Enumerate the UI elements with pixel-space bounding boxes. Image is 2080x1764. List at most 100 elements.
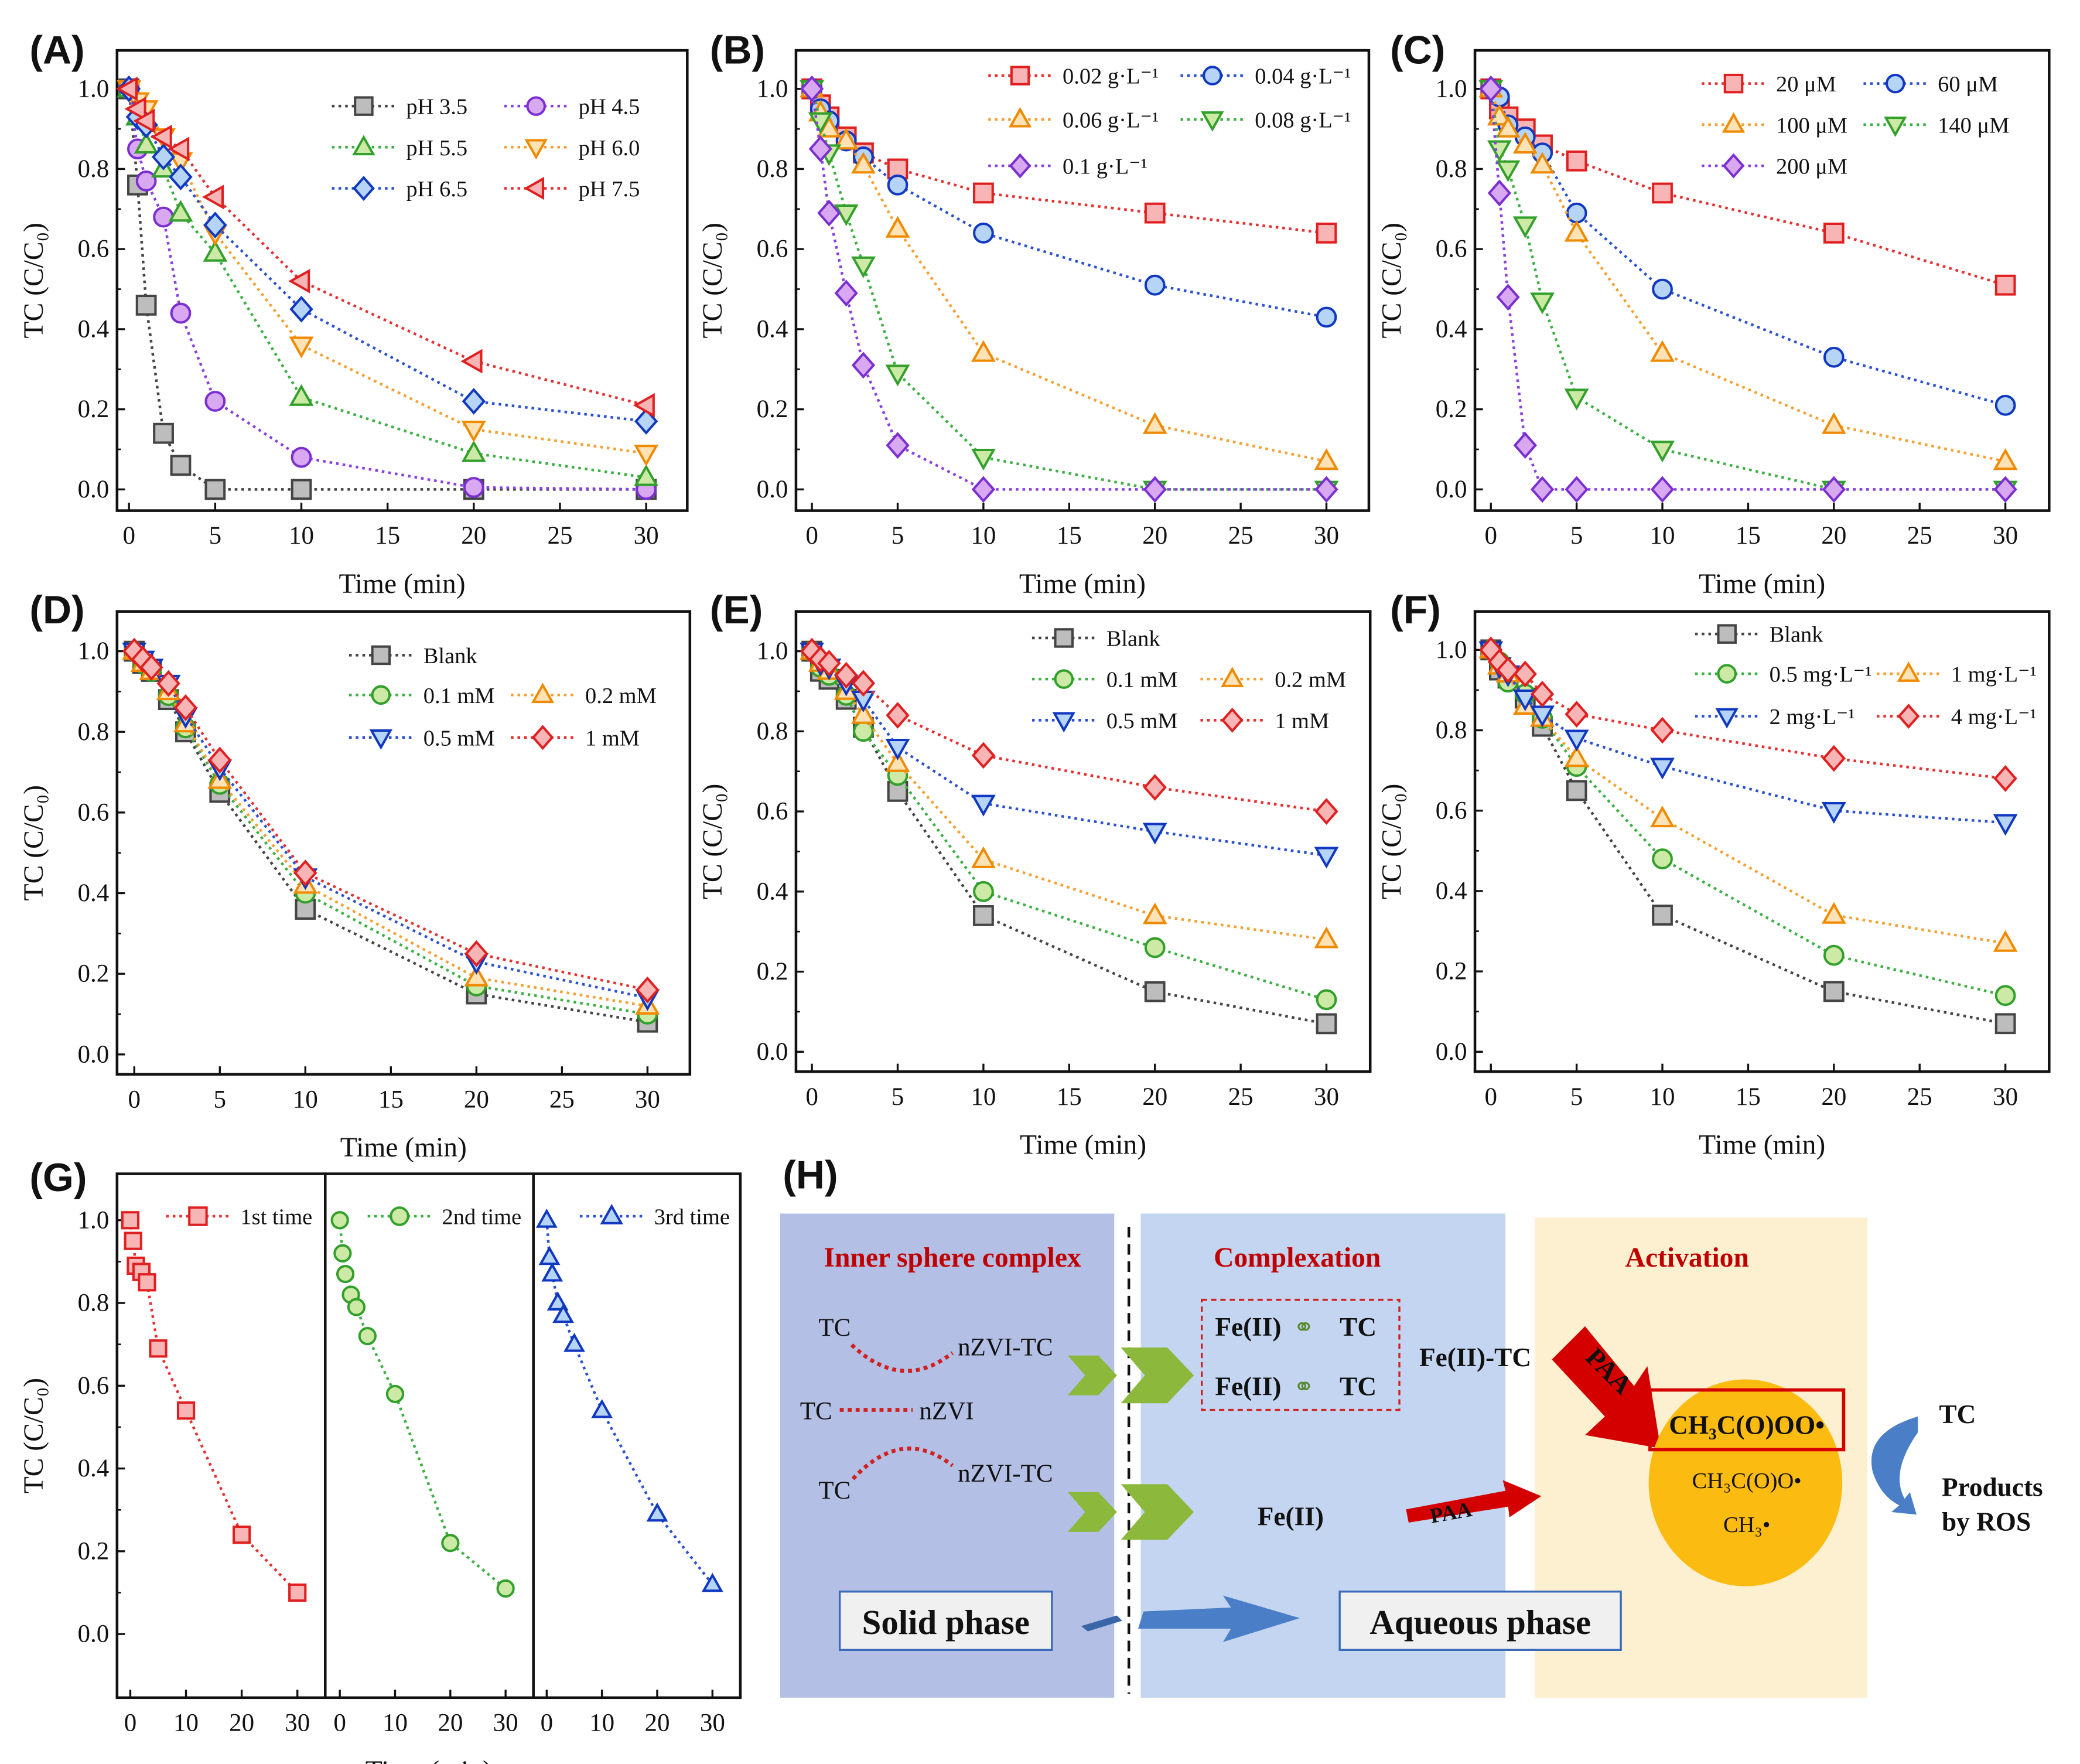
solid-phase-label: Solid phase <box>862 1603 1030 1642</box>
legend-marker <box>188 1206 208 1226</box>
data-point <box>333 1244 352 1263</box>
tc-target-label: TC <box>1939 1400 1976 1429</box>
legend-item: pH 6.5 <box>332 175 467 202</box>
data-point <box>1316 306 1337 328</box>
legend-item: 100 μM <box>1702 112 1847 138</box>
y-tick-label: 0.4 <box>1436 315 1467 343</box>
legend-item: 0.5 mM <box>1032 709 1178 733</box>
panel-label: (B) <box>710 29 765 73</box>
data-point <box>591 1398 613 1418</box>
data-point <box>817 199 841 227</box>
data-point <box>971 448 996 471</box>
x-tick-label: 25 <box>549 1086 575 1113</box>
y-tick-label: 0.2 <box>1436 958 1467 985</box>
series-ph-6-5 <box>117 75 658 435</box>
charts: (A) 0.0 0.2 0.4 0.6 0.8 1.0 TC (C/C₀) 0 5 10 15 20 25… <box>19 29 2051 1764</box>
data-point <box>1566 150 1587 172</box>
legend-item: 60 μM <box>1863 72 1998 97</box>
legend-label: pH 6.5 <box>406 177 467 202</box>
series-line <box>545 1220 714 1585</box>
legend-label: 0.2 mM <box>1275 668 1346 692</box>
legend-item: 1st time <box>166 1205 312 1230</box>
panel-label-h: (H) <box>783 1153 838 1197</box>
series-140-m <box>1478 80 2018 503</box>
legend-marker <box>1884 116 1907 137</box>
y-tick-label: 0.0 <box>77 476 109 503</box>
data-point <box>149 1339 168 1358</box>
series-60-m <box>1480 78 2016 416</box>
legend-marker <box>1010 66 1030 86</box>
data-point <box>1652 182 1673 204</box>
data-point <box>851 256 876 278</box>
y-axis-label: TC (C/C₀) <box>1377 784 1407 899</box>
legend-marker <box>1201 111 1224 132</box>
data-point <box>800 75 824 103</box>
data-point <box>633 393 655 418</box>
x-tick-label: 20 <box>461 522 486 550</box>
legend-label: 4 mg·L⁻¹ <box>1951 705 2037 729</box>
data-point <box>1530 680 1555 708</box>
series-line <box>1490 88 2006 407</box>
legend-label: 3rd time <box>654 1205 730 1230</box>
data-point <box>1821 412 1846 434</box>
data-point <box>1314 847 1339 869</box>
x-tick-label: 0 <box>805 1083 818 1111</box>
series-line <box>810 88 1327 491</box>
x-tick-label: 15 <box>378 1086 404 1113</box>
data-point <box>1564 220 1589 242</box>
data-point <box>289 295 313 323</box>
data-point <box>233 1525 251 1544</box>
data-point <box>1565 701 1589 728</box>
series-2-mg-l- <box>1478 641 2018 836</box>
data-point <box>973 222 994 244</box>
legend-label: Blank <box>1770 623 1824 647</box>
data-point <box>1566 780 1587 801</box>
x-tick-label: 20 <box>1821 1083 1846 1111</box>
data-point <box>971 742 996 769</box>
legend-item: 0.04 g·L⁻¹ <box>1180 64 1351 89</box>
transfer-arrow-tail <box>1081 1615 1122 1632</box>
x-tick-label: 10 <box>289 522 314 550</box>
x-tick-label: 25 <box>1228 522 1254 550</box>
legend-marker <box>1221 707 1244 733</box>
data-point <box>288 1583 307 1602</box>
data-point <box>1143 774 1167 801</box>
legend-label: pH 5.5 <box>406 136 467 161</box>
y-tick-label: 0.0 <box>757 1038 788 1066</box>
data-point <box>461 421 486 443</box>
x-axis-label: Time (min) <box>366 1756 492 1764</box>
data-point <box>1821 902 1846 924</box>
data-point <box>464 964 489 987</box>
data-point <box>1564 388 1589 411</box>
data-point <box>135 294 157 316</box>
series-0-1-mm <box>801 640 1337 1011</box>
y-tick-label: 1.0 <box>1436 636 1467 664</box>
y-tick-label: 0.8 <box>77 718 109 746</box>
ros-methyl-radical: CH₃• <box>1723 1513 1770 1537</box>
tc-label: TC <box>1340 1312 1377 1342</box>
data-point <box>203 211 227 239</box>
data-point <box>1993 476 2017 503</box>
data-point <box>1650 758 1675 780</box>
data-point <box>1650 441 1675 463</box>
x-tick-label: 30 <box>493 1709 518 1736</box>
series-line <box>1490 649 2006 997</box>
legend-marker <box>600 1203 623 1224</box>
data-point <box>169 163 193 190</box>
x-tick-label: 30 <box>1993 1083 2018 1111</box>
legend-marker <box>1897 661 1921 682</box>
data-point <box>1652 848 1673 869</box>
data-point <box>1821 801 1846 824</box>
data-point <box>1495 160 1521 182</box>
legend-item: 2 mg·L⁻¹ <box>1695 705 1855 729</box>
legend-marker <box>1054 628 1074 648</box>
x-tick-label: 25 <box>1228 1083 1254 1111</box>
x-tick-label: 15 <box>1057 1083 1082 1111</box>
data-point <box>135 170 157 192</box>
series-line <box>129 1220 299 1594</box>
series-line <box>133 650 648 991</box>
x-tick-label: 30 <box>635 1086 660 1113</box>
x-tick-label: 10 <box>589 1709 614 1736</box>
legend-label: 1st time <box>240 1205 312 1230</box>
legend-item: 0.2 mM <box>1200 667 1346 692</box>
